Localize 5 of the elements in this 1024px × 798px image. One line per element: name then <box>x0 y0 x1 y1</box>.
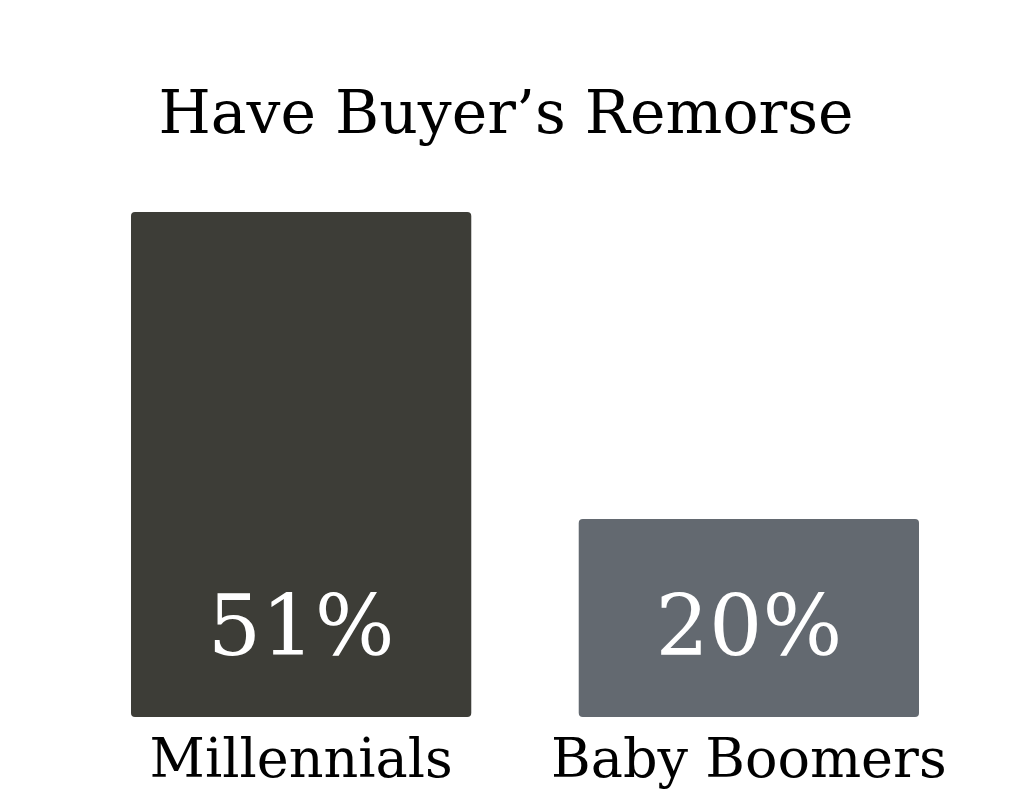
x-tick-label: Millennials <box>149 727 453 790</box>
x-tick-label: Baby Boomers <box>551 727 947 790</box>
chart-title: Have Buyer’s Remorse <box>158 77 854 147</box>
data-label: 51% <box>207 577 395 675</box>
data-label: 20% <box>655 577 843 675</box>
